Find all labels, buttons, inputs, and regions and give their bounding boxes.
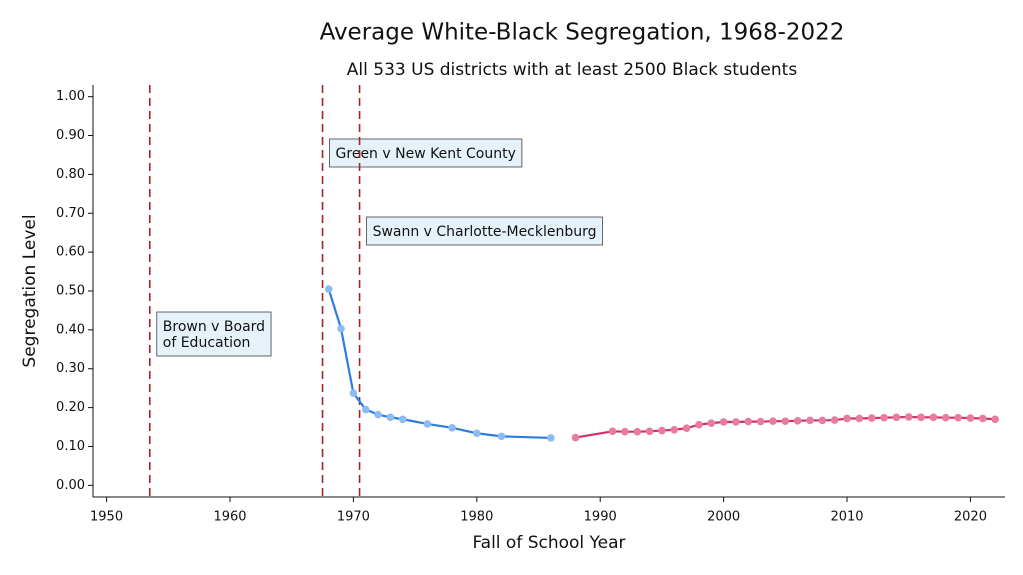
- data-point: [756, 417, 765, 426]
- data-point: [991, 415, 999, 424]
- data-point: [966, 414, 975, 422]
- data-point: [880, 413, 888, 422]
- data-point: [929, 413, 938, 422]
- data-point: [941, 413, 950, 422]
- data-point: [633, 427, 642, 436]
- y-tick-label: 0.60: [56, 245, 85, 260]
- data-point: [682, 424, 691, 433]
- data-point: [806, 416, 814, 425]
- annotation-text: Green v New Kent County: [336, 146, 516, 162]
- data-point: [904, 413, 913, 421]
- data-point: [448, 424, 456, 432]
- data-point: [645, 427, 654, 436]
- data-point: [818, 416, 827, 425]
- y-tick-label: 0.00: [56, 478, 85, 493]
- data-point: [361, 405, 370, 414]
- data-point: [695, 420, 703, 429]
- data-point: [398, 415, 407, 424]
- data-point: [658, 426, 666, 435]
- chart-title: Average White-Black Segregation, 1968-20…: [320, 20, 845, 46]
- data-point: [423, 420, 432, 428]
- data-point: [386, 413, 395, 422]
- data-point: [769, 417, 777, 426]
- annotation-text: Brown v Board: [163, 319, 265, 335]
- annotation-text: of Education: [163, 335, 251, 351]
- data-point: [324, 285, 333, 293]
- y-tick-label: 0.50: [56, 284, 85, 299]
- data-point: [547, 434, 555, 442]
- data-point: [855, 414, 864, 423]
- annotation-box: [329, 138, 523, 168]
- data-point: [571, 433, 580, 442]
- annotation-box: [156, 311, 272, 357]
- series-line: [327, 288, 551, 440]
- y-tick-label: 0.40: [56, 322, 85, 337]
- data-point: [621, 427, 629, 436]
- data-point: [917, 413, 925, 422]
- data-point: [978, 414, 987, 423]
- data-point: [719, 418, 728, 426]
- x-axis-label: Fall of School Year: [472, 533, 625, 553]
- x-tick-label: 1970: [337, 510, 370, 525]
- data-point: [374, 410, 382, 419]
- y-tick-label: 0.70: [56, 206, 85, 221]
- data-point: [954, 413, 962, 422]
- x-tick-label: 2010: [830, 510, 863, 525]
- data-point: [732, 418, 740, 426]
- data-point: [349, 389, 358, 398]
- data-point: [843, 414, 851, 423]
- data-point: [337, 324, 345, 333]
- data-point: [608, 427, 617, 436]
- y-tick-label: 0.20: [56, 400, 85, 415]
- chart-subtitle: All 533 US districts with at least 2500 …: [347, 60, 798, 80]
- y-tick-label: 0.90: [56, 128, 85, 143]
- x-tick-label: 1980: [460, 510, 493, 525]
- data-point: [670, 425, 679, 434]
- data-point: [744, 417, 753, 426]
- data-point: [497, 432, 506, 441]
- x-tick-label: 2000: [707, 510, 740, 525]
- y-tick-label: 1.00: [56, 89, 85, 104]
- x-tick-label: 1990: [584, 510, 617, 525]
- y-tick-label: 0.10: [56, 439, 85, 454]
- data-point: [892, 413, 901, 422]
- x-tick-label: 1960: [213, 510, 246, 525]
- data-point: [781, 417, 790, 426]
- y-tick-label: 0.30: [56, 361, 85, 376]
- y-axis-label: Segregation Level: [20, 214, 40, 367]
- data-point: [867, 414, 876, 422]
- annotation-text: Swann v Charlotte-Mecklenburg: [373, 224, 597, 240]
- x-tick-label: 2020: [954, 510, 987, 525]
- data-point: [707, 419, 716, 427]
- data-point: [793, 417, 802, 425]
- x-tick-label: 1950: [90, 510, 123, 525]
- annotation-box: [366, 216, 603, 246]
- data-point: [830, 416, 839, 424]
- y-tick-label: 0.80: [56, 167, 85, 182]
- data-point: [473, 429, 481, 438]
